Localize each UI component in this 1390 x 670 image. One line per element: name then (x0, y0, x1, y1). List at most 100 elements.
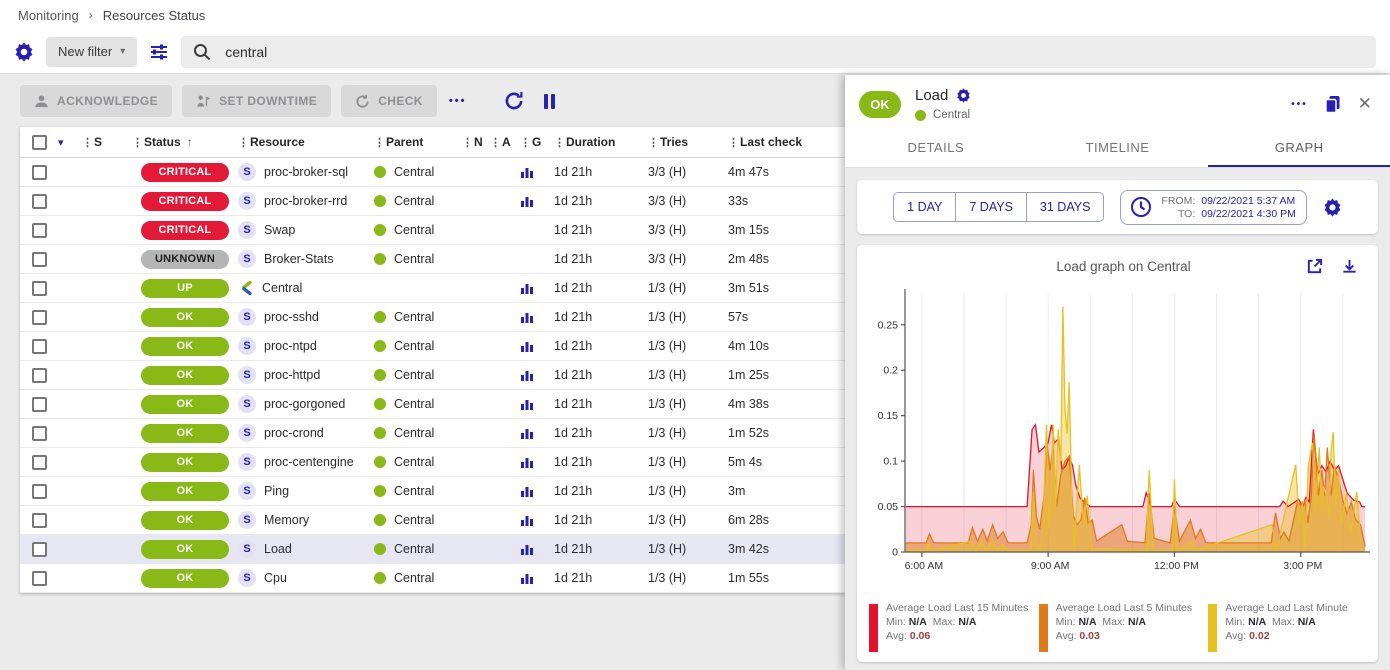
panel-settings-gear-icon[interactable] (956, 88, 971, 103)
new-filter-dropdown[interactable]: New filter ▾ (46, 36, 138, 67)
row-checkbox[interactable] (32, 454, 47, 470)
row-checkbox[interactable] (32, 164, 47, 180)
row-checkbox[interactable] (32, 251, 47, 267)
column-header-parent[interactable]: ⋮ Parent (374, 135, 462, 149)
legend-item[interactable]: Average Load Last Minute Min: N/A Max: N/… (1208, 602, 1368, 652)
pause-button[interactable] (542, 93, 556, 109)
row-checkbox[interactable] (32, 309, 47, 325)
search-input[interactable] (225, 43, 1364, 60)
row-checkbox[interactable] (32, 367, 47, 383)
time-range-button-1-day[interactable]: 1 DAY (894, 193, 956, 221)
table-row[interactable]: UP Central 1d 21h 1/3 (H) 3m 51s (20, 274, 845, 303)
column-header-s[interactable]: ⋮ S (82, 135, 132, 149)
tab-graph[interactable]: GRAPH (1208, 129, 1390, 167)
graph-icon[interactable] (520, 310, 554, 324)
row-checkbox[interactable] (32, 541, 47, 557)
resource-cell[interactable]: S Broker-Stats (238, 250, 374, 268)
graph-icon[interactable] (520, 194, 554, 208)
select-menu-caret-icon[interactable]: ▾ (58, 136, 64, 149)
breadcrumb-item-resources-status[interactable]: Resources Status (102, 7, 206, 23)
filter-settings-gear-icon[interactable] (14, 41, 34, 62)
set-downtime-button[interactable]: SET DOWNTIME (182, 85, 332, 117)
graph-icon[interactable] (520, 484, 554, 498)
row-checkbox[interactable] (32, 338, 47, 354)
resource-cell[interactable]: S Load (238, 540, 374, 558)
graph-icon[interactable] (520, 281, 554, 295)
resource-cell[interactable]: S Memory (238, 511, 374, 529)
graph-icon[interactable] (520, 513, 554, 527)
graph-icon[interactable] (520, 455, 554, 469)
column-header-n[interactable]: ⋮ N (462, 135, 490, 149)
tab-timeline[interactable]: TIMELINE (1085, 140, 1150, 155)
table-row[interactable]: OK S Load Central 1d 21h 1/3 (H) 3m 42s (20, 535, 845, 564)
column-header-status[interactable]: ⋮ Status ↑ (132, 135, 238, 149)
legend-item[interactable]: Average Load Last 5 Minutes Min: N/A Max:… (1038, 602, 1199, 652)
table-row[interactable]: OK S Cpu Central 1d 21h 1/3 (H) 1m 55s (20, 564, 845, 593)
download-icon[interactable] (1341, 258, 1358, 275)
more-actions-button[interactable]: ••• (448, 95, 467, 107)
legend-item[interactable]: Average Load Last 15 Minutes Min: N/A Max… (869, 602, 1029, 652)
column-header-g[interactable]: ⋮ G (520, 135, 554, 149)
time-range-button-7-days[interactable]: 7 DAYS (955, 193, 1026, 221)
row-checkbox[interactable] (32, 222, 47, 238)
copy-link-icon[interactable] (1324, 95, 1342, 114)
resource-cell[interactable]: S Cpu (238, 569, 374, 587)
column-header-a[interactable]: ⋮ A (490, 135, 520, 149)
resource-cell[interactable]: Central (238, 280, 374, 296)
row-checkbox[interactable] (32, 396, 47, 412)
graph-icon[interactable] (520, 426, 554, 440)
graph-icon[interactable] (520, 368, 554, 382)
resource-cell[interactable]: S Ping (238, 482, 374, 500)
acknowledge-button[interactable]: ACKNOWLEDGE (20, 85, 173, 117)
table-row[interactable]: UNKNOWN S Broker-Stats Central 1d 21h 3/3 (H)… (20, 245, 845, 274)
load-chart[interactable]: 0 0.05 0.1 0.15 0.2 0.25 6:00 AM 9:00 AM 12:00 P… (857, 275, 1378, 600)
resource-cell[interactable]: S Swap (238, 221, 374, 239)
graph-icon[interactable] (520, 397, 554, 411)
tab-details[interactable]: DETAILS (907, 140, 965, 155)
column-header-last_check[interactable]: ⋮ Last check (728, 135, 845, 149)
close-panel-icon[interactable]: ✕ (1357, 94, 1372, 113)
row-checkbox[interactable] (32, 193, 47, 209)
graph-icon[interactable] (520, 542, 554, 556)
row-checkbox[interactable] (32, 512, 47, 528)
table-row[interactable]: OK S Ping Central 1d 21h 1/3 (H) 3m (20, 477, 845, 506)
table-row[interactable]: CRITICAL S Swap Central 1d 21h 3/3 (H) 3m 15s (20, 216, 845, 245)
column-header-duration[interactable]: ⋮ Duration (554, 135, 648, 149)
check-button[interactable]: CHECK (341, 85, 437, 117)
select-all-checkbox[interactable] (32, 134, 47, 150)
table-row[interactable]: OK S Memory Central 1d 21h 1/3 (H) 6m 28s (20, 506, 845, 535)
from-to-picker[interactable]: FROM: 09/22/2021 5:37 AM TO: 09/22/2021 … (1120, 189, 1307, 225)
graph-settings-gear-icon[interactable] (1323, 197, 1342, 217)
row-checkbox[interactable] (32, 280, 47, 296)
graph-icon[interactable] (520, 339, 554, 353)
row-checkbox[interactable] (32, 570, 47, 586)
time-range-button-31-days[interactable]: 31 DAYS (1025, 193, 1104, 221)
graph-icon[interactable] (520, 165, 554, 179)
refresh-button[interactable] (504, 91, 524, 111)
breadcrumb-item-monitoring[interactable]: Monitoring (18, 7, 79, 23)
row-checkbox[interactable] (32, 425, 47, 441)
filter-tune-icon[interactable] (149, 43, 169, 61)
panel-more-button[interactable]: ••• (1291, 98, 1308, 110)
graph-icon[interactable] (520, 571, 554, 585)
row-checkbox[interactable] (32, 483, 47, 499)
column-header-resource[interactable]: ⋮ Resource (238, 135, 374, 149)
open-in-new-icon[interactable] (1306, 258, 1323, 275)
column-header-tries[interactable]: ⋮ Tries (648, 135, 728, 149)
